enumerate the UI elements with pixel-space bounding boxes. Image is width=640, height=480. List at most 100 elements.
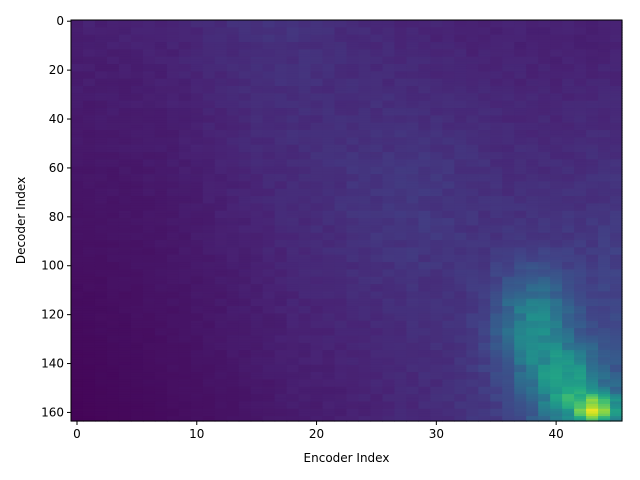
heatmap-cell <box>190 159 204 163</box>
heatmap-cell <box>466 20 479 24</box>
heatmap-cell <box>71 95 84 99</box>
heatmap-cell <box>550 181 563 185</box>
heatmap-cell <box>538 66 551 70</box>
heatmap-cell <box>454 213 467 217</box>
heatmap-cell <box>586 208 599 212</box>
heatmap-cell <box>526 56 539 60</box>
heatmap-cell <box>526 117 539 121</box>
heatmap-cell <box>250 169 264 173</box>
heatmap-cell <box>454 208 467 212</box>
heatmap-cell <box>178 98 192 102</box>
heatmap-cell <box>250 142 264 146</box>
heatmap-cell <box>286 274 300 278</box>
heatmap-cell <box>346 269 360 273</box>
heatmap-cell <box>238 262 252 266</box>
heatmap-cell <box>142 227 156 231</box>
heatmap-cell <box>130 252 144 256</box>
heatmap-cell <box>106 203 120 207</box>
heatmap-cell <box>562 90 575 94</box>
heatmap-cell <box>466 198 479 202</box>
heatmap-cell <box>286 22 300 26</box>
heatmap-cell <box>502 210 515 214</box>
heatmap-cell <box>118 76 132 80</box>
heatmap-cell <box>538 152 551 156</box>
heatmap-cell <box>406 254 419 258</box>
heatmap-cell <box>598 137 611 141</box>
heatmap-cell <box>562 120 575 124</box>
heatmap-cell <box>442 71 455 75</box>
heatmap-cell <box>418 205 431 209</box>
heatmap-cell <box>502 257 515 261</box>
heatmap-cell <box>526 266 539 271</box>
heatmap-cell <box>286 81 300 85</box>
heatmap-cell <box>478 88 491 92</box>
heatmap-cell <box>346 215 360 219</box>
heatmap-cell <box>526 213 539 217</box>
heatmap-cell <box>586 108 599 112</box>
heatmap-cell <box>286 44 300 48</box>
heatmap-cell <box>442 171 455 175</box>
heatmap-cell <box>322 34 336 38</box>
heatmap-cell <box>370 176 384 180</box>
heatmap-cell <box>286 54 300 58</box>
heatmap-cell <box>166 154 180 158</box>
heatmap-cell <box>71 196 84 200</box>
heatmap-cell <box>610 269 623 273</box>
heatmap-cell <box>610 73 623 77</box>
heatmap-cell <box>418 230 431 234</box>
heatmap-cell <box>454 193 467 197</box>
heatmap-cell <box>442 161 455 165</box>
heatmap-cell <box>598 252 611 256</box>
heatmap-cell <box>214 249 228 253</box>
heatmap-cell <box>178 225 192 229</box>
heatmap-cell <box>586 196 599 200</box>
heatmap-cell <box>286 210 300 214</box>
heatmap-cell <box>598 22 611 26</box>
heatmap-cell <box>334 127 348 131</box>
heatmap-cell <box>406 105 419 109</box>
heatmap-cell <box>514 83 527 87</box>
heatmap-cell <box>334 181 348 185</box>
heatmap-cell <box>214 42 228 46</box>
heatmap-cell <box>178 205 192 209</box>
heatmap-cell <box>154 34 168 38</box>
heatmap-cell <box>370 244 384 248</box>
heatmap-cell <box>514 196 527 200</box>
heatmap-cell <box>82 134 96 138</box>
heatmap-cell <box>586 42 599 46</box>
heatmap-cell <box>430 225 443 229</box>
heatmap-cell <box>430 218 443 222</box>
heatmap-cell <box>190 88 204 92</box>
heatmap-cell <box>214 262 228 266</box>
heatmap-cell <box>214 66 228 70</box>
heatmap-cell <box>502 193 515 197</box>
heatmap-cell <box>226 244 240 248</box>
heatmap-cell <box>490 100 503 104</box>
heatmap-cell <box>262 24 276 28</box>
heatmap-cell <box>586 117 599 121</box>
heatmap-cell <box>106 266 120 271</box>
heatmap-cell <box>82 37 96 41</box>
heatmap-cell <box>478 73 491 77</box>
heatmap-cell <box>478 27 491 31</box>
heatmap-cell <box>370 51 384 55</box>
heatmap-cell <box>202 156 216 160</box>
heatmap-cell <box>418 276 431 280</box>
heatmap-cell <box>94 93 108 97</box>
heatmap-cell <box>430 39 443 43</box>
heatmap-cell <box>358 29 372 33</box>
heatmap-cell <box>178 284 192 288</box>
heatmap-cell <box>298 259 312 263</box>
heatmap-cell <box>502 181 515 185</box>
heatmap-cell <box>370 90 384 94</box>
heatmap-cell <box>466 208 479 212</box>
heatmap-cell <box>250 218 264 222</box>
heatmap-cell <box>250 254 264 258</box>
heatmap-cell <box>466 276 479 280</box>
heatmap-cell <box>142 71 156 75</box>
heatmap-cell <box>298 230 312 234</box>
heatmap-cell <box>166 149 180 153</box>
heatmap-cell <box>238 274 252 278</box>
heatmap-cell <box>430 137 443 141</box>
heatmap-cell <box>190 56 204 60</box>
